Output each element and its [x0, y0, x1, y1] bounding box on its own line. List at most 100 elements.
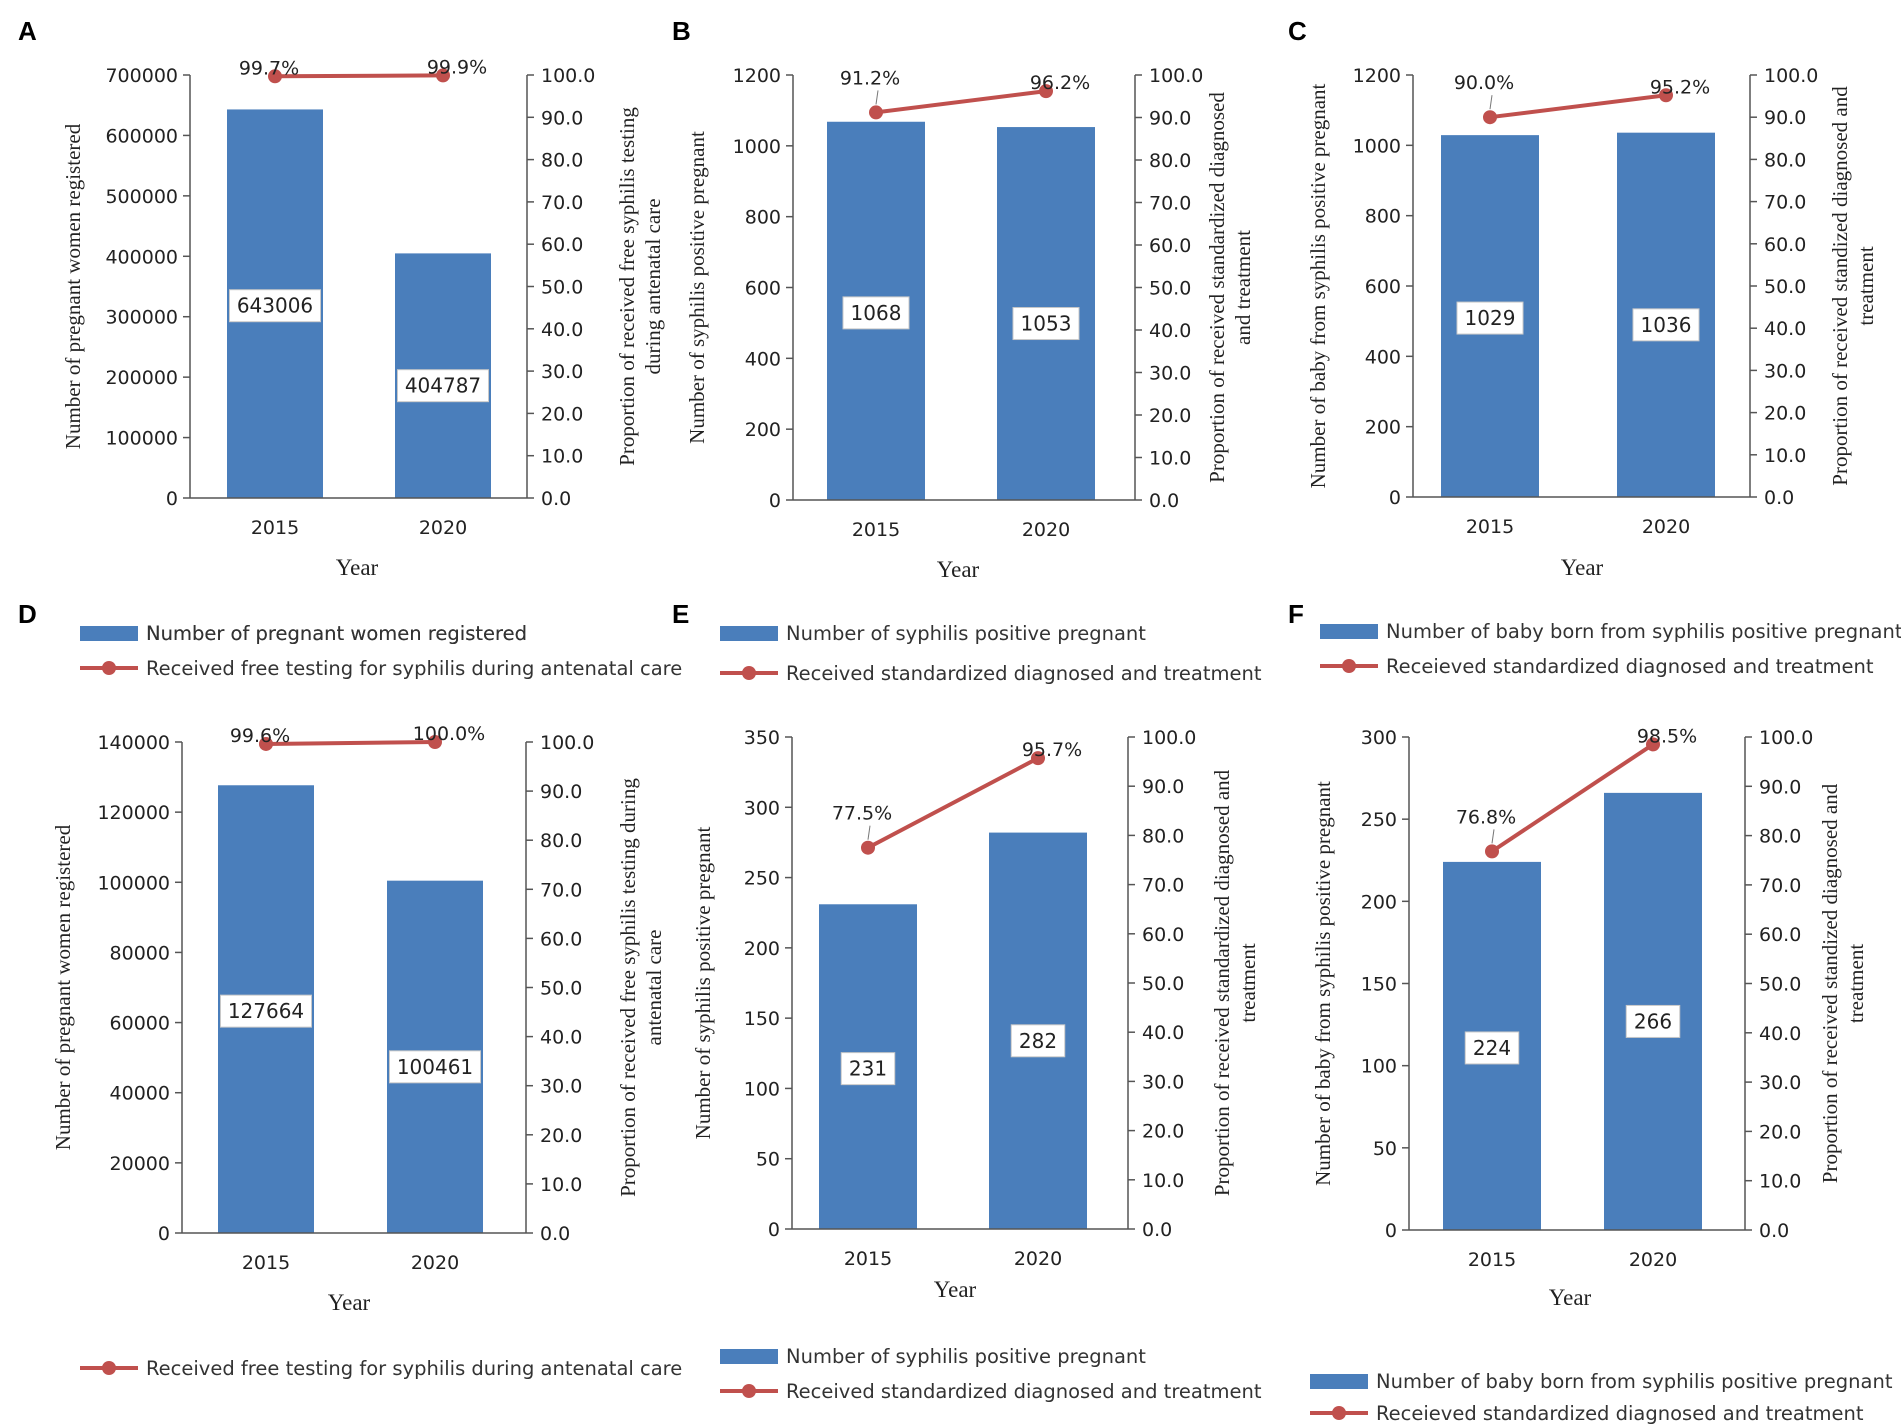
right-tick-label: 0.0: [1764, 487, 1794, 509]
x-tick-label: 2015: [251, 517, 299, 539]
line-point-2020: [1659, 88, 1673, 103]
legend-line-label-bottom: Received free testing for syphilis durin…: [146, 1357, 682, 1380]
right-tick-label: 20.0: [1759, 1121, 1801, 1143]
right-tick-label: 60.0: [1759, 924, 1801, 946]
chart-panel-b: B 0 200 400 600 800 1000 1200 0.0 10.0 20.0 30.0 40.…: [672, 16, 1255, 582]
right-tick-label: 40.0: [1764, 318, 1806, 340]
line-point-2020: [1031, 751, 1045, 766]
value-label: 1068: [851, 301, 902, 325]
x-tick-label: 2015: [852, 519, 900, 541]
left-tick-label: 100: [1361, 1056, 1397, 1078]
legend-bar-swatch-bottom: [80, 626, 138, 641]
legend-line-label-top: Received free testing for syphilis durin…: [146, 657, 682, 680]
x-tick-label: 2020: [1642, 516, 1690, 538]
right-axis-title: and treatment: [1231, 230, 1255, 345]
line-point-2015: [1485, 844, 1499, 859]
value-label: 224: [1473, 1036, 1511, 1060]
line-series: [265, 740, 436, 746]
right-tick-label: 20.0: [540, 1125, 582, 1147]
line-series: [1490, 742, 1655, 854]
left-tick-label: 140000: [97, 732, 170, 754]
line-value-label: 100.0%: [413, 723, 485, 745]
value-label: 282: [1019, 1029, 1057, 1053]
value-label-box: [1012, 307, 1080, 341]
left-tick-label: 200: [1365, 417, 1401, 439]
right-tick-label: 60.0: [1149, 235, 1191, 257]
value-label-box: [1464, 1031, 1520, 1065]
legend-line-label-top: Received standardized diagnosed and trea…: [786, 662, 1262, 685]
x-tick-label: 2020: [1014, 1248, 1062, 1270]
left-tick-label: 400000: [105, 246, 178, 268]
line-value-label: 91.2%: [840, 67, 900, 89]
x-axis-title: Year: [336, 555, 379, 580]
right-tick-label: 100.0: [540, 732, 594, 754]
value-label: 643006: [237, 294, 313, 318]
left-tick-label: 600000: [105, 125, 178, 147]
line-value-label: 95.2%: [1650, 76, 1710, 98]
right-tick-label: 30.0: [1149, 363, 1191, 385]
value-label: 1036: [1641, 313, 1692, 337]
value-label: 1053: [1021, 312, 1072, 336]
left-tick-label: 400: [1365, 346, 1401, 368]
legend-bar-label-bottom: Number of syphilis positive pregnant: [786, 1345, 1146, 1368]
left-tick-label: 80000: [110, 942, 170, 964]
chart-panel-a: A 0 100000 200000 300000 400000 500000 600000 70…: [18, 16, 665, 580]
value-label-box: [389, 1050, 481, 1084]
value-label-box: [1010, 1024, 1066, 1058]
right-tick-label: 30.0: [541, 361, 583, 383]
right-tick-label: 90.0: [1764, 107, 1806, 129]
value-label-box: [1632, 308, 1700, 342]
leader-line: [875, 90, 879, 105]
left-tick-label: 800: [745, 207, 781, 229]
right-tick-label: 80.0: [1149, 150, 1191, 172]
leader-line: [867, 825, 871, 840]
line-value-label: 99.6%: [230, 725, 290, 747]
x-axis-title: Year: [1549, 1285, 1592, 1310]
left-tick-label: 20000: [110, 1153, 170, 1175]
right-tick-label: 30.0: [1759, 1072, 1801, 1094]
left-tick-label: 300000: [105, 307, 178, 329]
line-value-label: 90.0%: [1454, 72, 1514, 94]
right-tick-label: 0.0: [1759, 1220, 1789, 1242]
right-tick-label: 60.0: [1764, 234, 1806, 256]
right-tick-label: 50.0: [1764, 276, 1806, 298]
left-tick-label: 250: [744, 868, 780, 890]
right-tick-label: 70.0: [1759, 875, 1801, 897]
line-point-2020: [1039, 84, 1053, 99]
legend-bar-label-bottom: Number of baby born from syphilis positi…: [1376, 1370, 1893, 1393]
right-tick-label: 20.0: [541, 403, 583, 425]
line-value-label: 99.7%: [239, 57, 299, 79]
left-tick-label: 100000: [105, 428, 178, 450]
left-tick-label: 500000: [105, 186, 178, 208]
legend-bar-swatch-top: [720, 626, 778, 641]
x-axis-title: Year: [934, 1277, 977, 1302]
chart-panel-f: F 0 50 100 150 200 250 300 0.0 10.0 20.0 30.0 40.0 50…: [1288, 599, 1901, 1425]
legend-line-label-bottom: Received standardized diagnosed and trea…: [786, 1380, 1262, 1403]
value-label: 231: [849, 1057, 887, 1081]
right-axis-title: antenatal care: [642, 930, 666, 1046]
leader-line: [1491, 829, 1495, 844]
right-axis-title: during antenatal care: [641, 198, 665, 374]
left-tick-label: 50: [756, 1149, 780, 1171]
left-tick-label: 200: [1361, 891, 1397, 913]
value-label: 1029: [1465, 306, 1516, 330]
line-point-2020: [1646, 737, 1660, 752]
right-axis-title: treatment: [1854, 246, 1878, 325]
left-tick-label: 1200: [733, 65, 781, 87]
left-tick-label: 200000: [105, 367, 178, 389]
x-tick-label: 2020: [1022, 519, 1070, 541]
right-tick-label: 100.0: [1764, 65, 1818, 87]
value-label-box: [1456, 301, 1524, 335]
right-tick-label: 40.0: [1142, 1022, 1184, 1044]
left-tick-label: 600: [745, 278, 781, 300]
left-tick-label: 1000: [733, 136, 781, 158]
x-tick-label: 2015: [1466, 516, 1514, 538]
right-tick-label: 30.0: [1142, 1071, 1184, 1093]
right-tick-label: 10.0: [1764, 445, 1806, 467]
right-tick-label: 70.0: [1149, 193, 1191, 215]
right-tick-label: 60.0: [540, 928, 582, 950]
line-value-label: 96.2%: [1030, 72, 1090, 94]
left-tick-label: 0: [768, 1219, 780, 1241]
left-tick-label: 200: [744, 938, 780, 960]
left-tick-label: 0: [158, 1223, 170, 1245]
